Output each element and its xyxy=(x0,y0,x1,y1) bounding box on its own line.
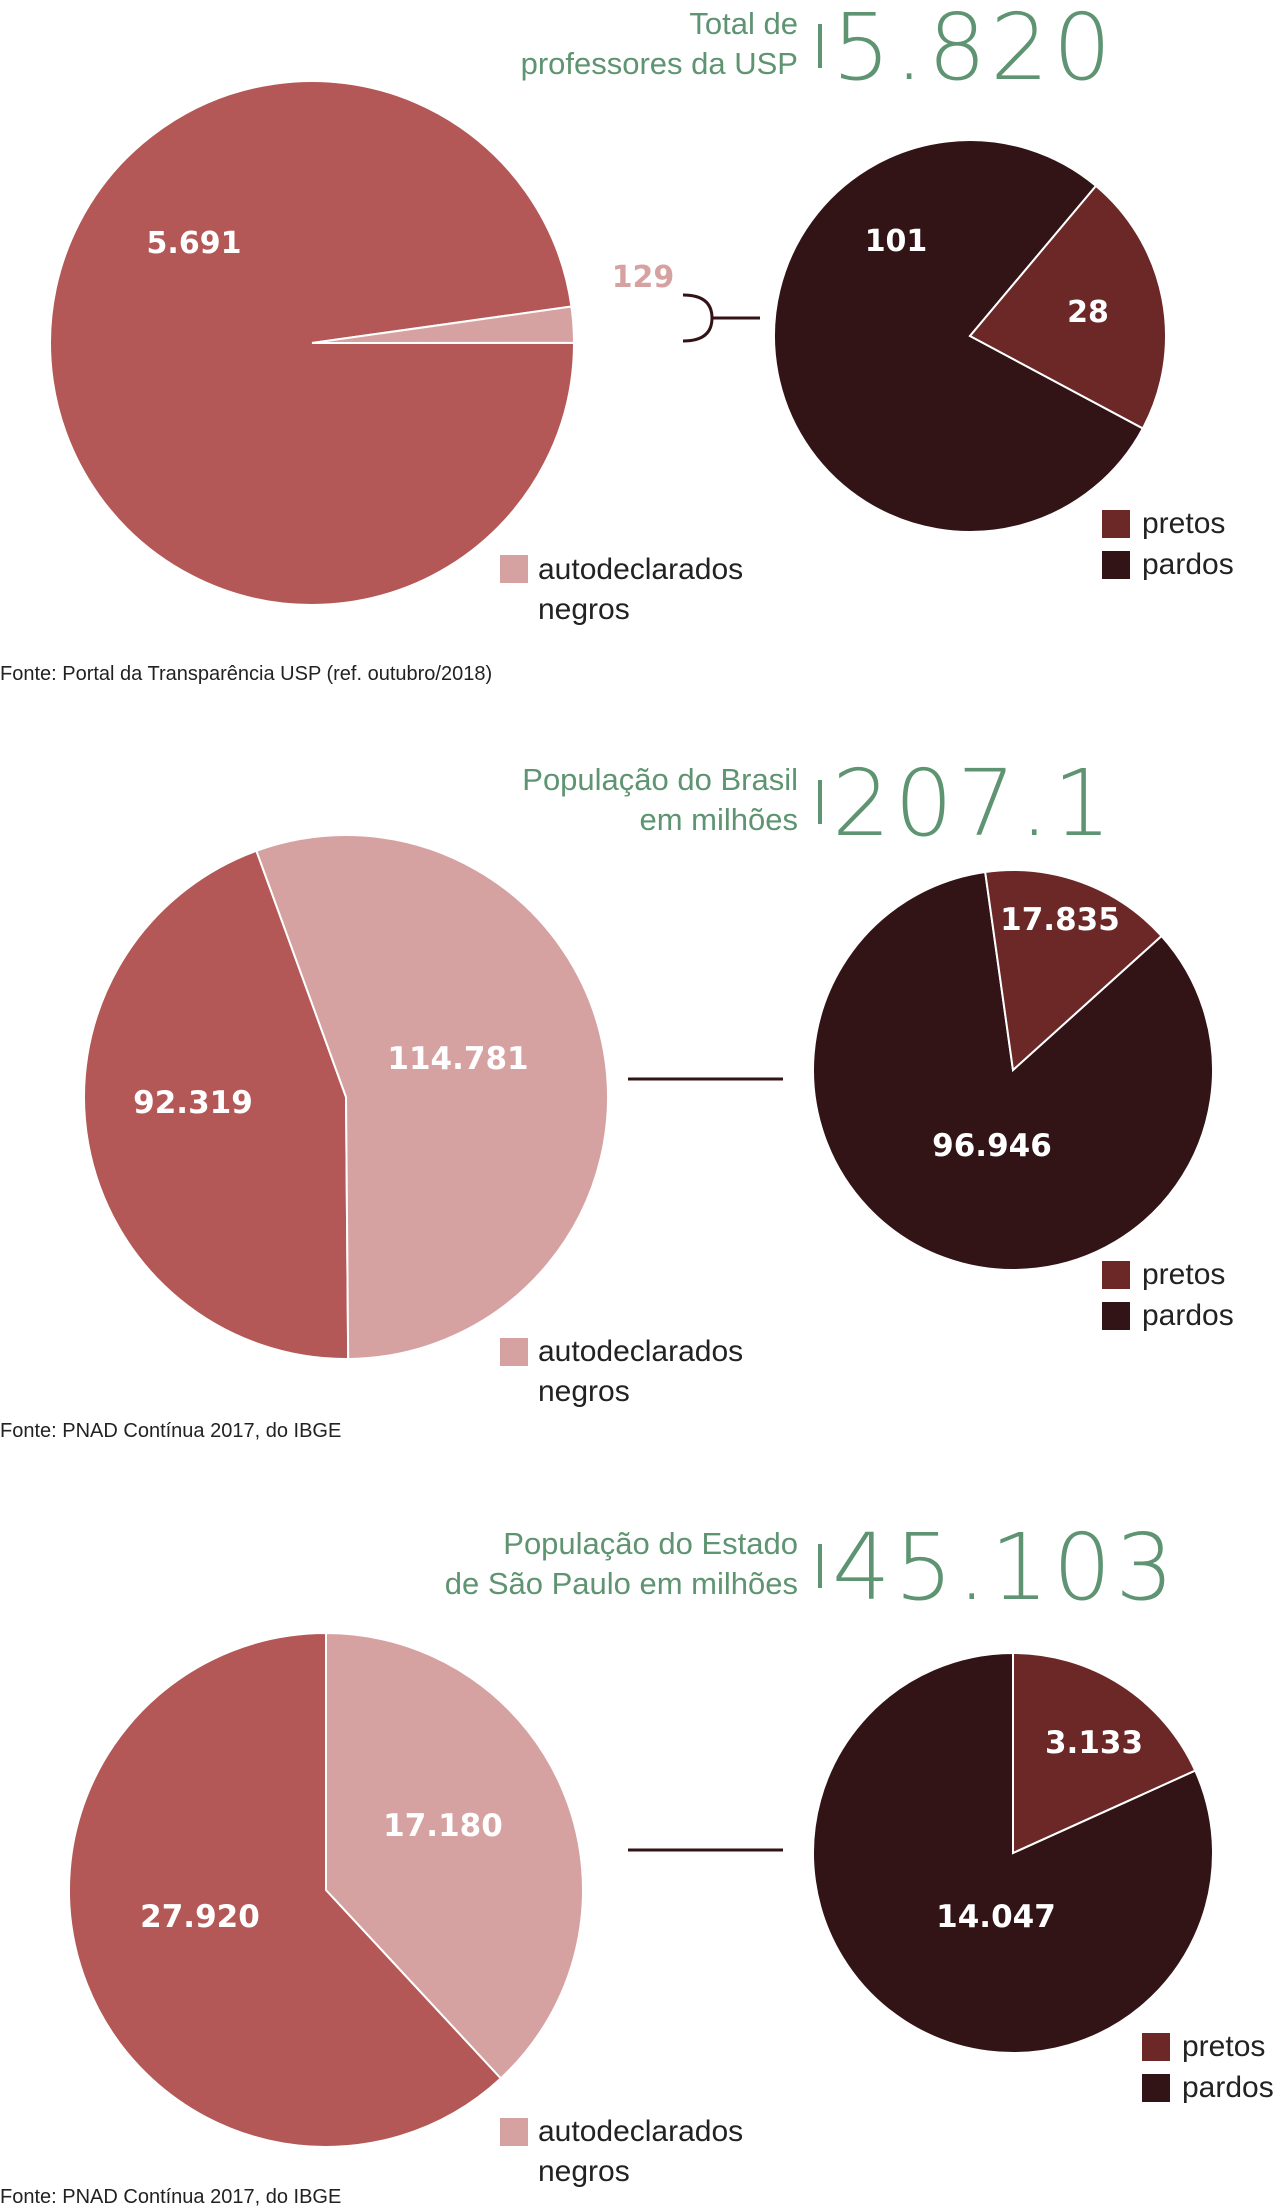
legend-swatch-negros xyxy=(500,555,528,583)
legend-negros-2 xyxy=(500,1338,540,1366)
header-label-usp: Total de professores da USP xyxy=(520,6,798,81)
legend-pardos-2: pardos xyxy=(1102,1297,1234,1335)
pie-slice-autodeclarados-negros xyxy=(311,305,576,344)
pie-chart-4: 96.946 17.835 xyxy=(812,869,1214,1271)
pie-slice-autodeclarados-negros xyxy=(325,1631,584,2080)
legend-label-negros: autodeclarados negros xyxy=(538,2115,744,2188)
legend-swatch-pretos xyxy=(1102,1261,1130,1289)
pie-slice-nao-negros xyxy=(68,1631,503,2148)
pie-chart-5: 27.920 17.180 xyxy=(68,1631,584,2148)
slice-value-label: 27.920 xyxy=(140,1899,260,1935)
source-note-usp: Fonte: Portal da Transparência USP (ref.… xyxy=(0,663,493,685)
header-divider xyxy=(818,1544,822,1588)
legend-pardos-3: pardos xyxy=(1142,2069,1274,2107)
pie-slice-pretos xyxy=(984,869,1163,1073)
legend-pretos-1: pretos xyxy=(1102,505,1225,543)
source-note-brasil: Fonte: PNAD Contínua 2017, do IBGE xyxy=(0,1420,342,1442)
legend-label-negros: autodeclarados negros xyxy=(538,553,744,626)
legend-swatch-pardos xyxy=(1142,2074,1170,2102)
legend-swatch-pardos xyxy=(1102,1302,1130,1330)
legend-pretos-2: pretos xyxy=(1102,1256,1225,1294)
slice-value-label: 96.946 xyxy=(932,1128,1052,1164)
legend-swatch-pardos xyxy=(1102,551,1130,579)
pie-slice-nao-negros xyxy=(83,849,350,1360)
pie-slice-pretos xyxy=(1012,1651,1197,1855)
slice-value-label: 14.047 xyxy=(936,1899,1056,1935)
legend-pardos-1: pardos xyxy=(1102,546,1234,584)
legend-label-pardos: pardos xyxy=(1182,2071,1274,2104)
slice-value-label: 101 xyxy=(865,224,928,259)
pie-chart-1: 5.691 129 xyxy=(49,80,675,606)
header-total-brasil: 207.1 xyxy=(832,750,1116,857)
legend-negros-3 xyxy=(500,2118,540,2146)
legend-label-pardos: pardos xyxy=(1142,1299,1234,1332)
pie-slice-pardos xyxy=(773,139,1145,533)
legend-pretos-3: pretos xyxy=(1142,2028,1265,2066)
header-divider xyxy=(818,780,822,824)
slice-value-label: 17.180 xyxy=(383,1808,503,1844)
slice-value-label: 92.319 xyxy=(133,1085,253,1121)
slice-value-label: 28 xyxy=(1067,295,1109,330)
legend-negros-1 xyxy=(500,555,540,583)
legend-label-pretos: pretos xyxy=(1142,1258,1226,1291)
legend-swatch-negros xyxy=(500,2118,528,2146)
legend-swatch-pretos xyxy=(1102,510,1130,538)
slice-value-label: 3.133 xyxy=(1045,1725,1143,1761)
slice-value-label: 114.781 xyxy=(387,1041,528,1077)
slice-value-label: 17.835 xyxy=(1000,902,1120,938)
legend-swatch-negros xyxy=(500,1338,528,1366)
legend-label-pretos: pretos xyxy=(1182,2030,1266,2063)
slice-value-label: 129 xyxy=(612,260,675,295)
source-note-sp: Fonte: PNAD Contínua 2017, do IBGE xyxy=(0,2186,342,2208)
legend-label-pretos: pretos xyxy=(1142,507,1226,540)
header-total-sp: 45.103 xyxy=(832,1514,1178,1621)
connector-bracket xyxy=(682,293,760,343)
legend-label-negros: autodeclarados negros xyxy=(538,1335,744,1408)
slice-value-label: 5.691 xyxy=(147,226,242,261)
pie-chart-2: 101 28 xyxy=(773,139,1167,533)
pie-slice-pretos xyxy=(968,184,1167,430)
header-total-usp: 5.820 xyxy=(832,0,1116,101)
header-label-brasil: População do Brasil em milhões xyxy=(522,762,798,837)
header-label-sp: População do Estado de São Paulo em milh… xyxy=(444,1526,798,1601)
pie-slice-autodeclarados-negros xyxy=(255,834,609,1361)
pie-chart-3: 92.319 114.781 xyxy=(83,834,609,1361)
header-divider xyxy=(818,24,822,68)
legend-swatch-pretos xyxy=(1142,2033,1170,2061)
legend-label-pardos: pardos xyxy=(1142,548,1234,581)
pie-chart-6: 14.047 3.133 xyxy=(812,1651,1214,2054)
